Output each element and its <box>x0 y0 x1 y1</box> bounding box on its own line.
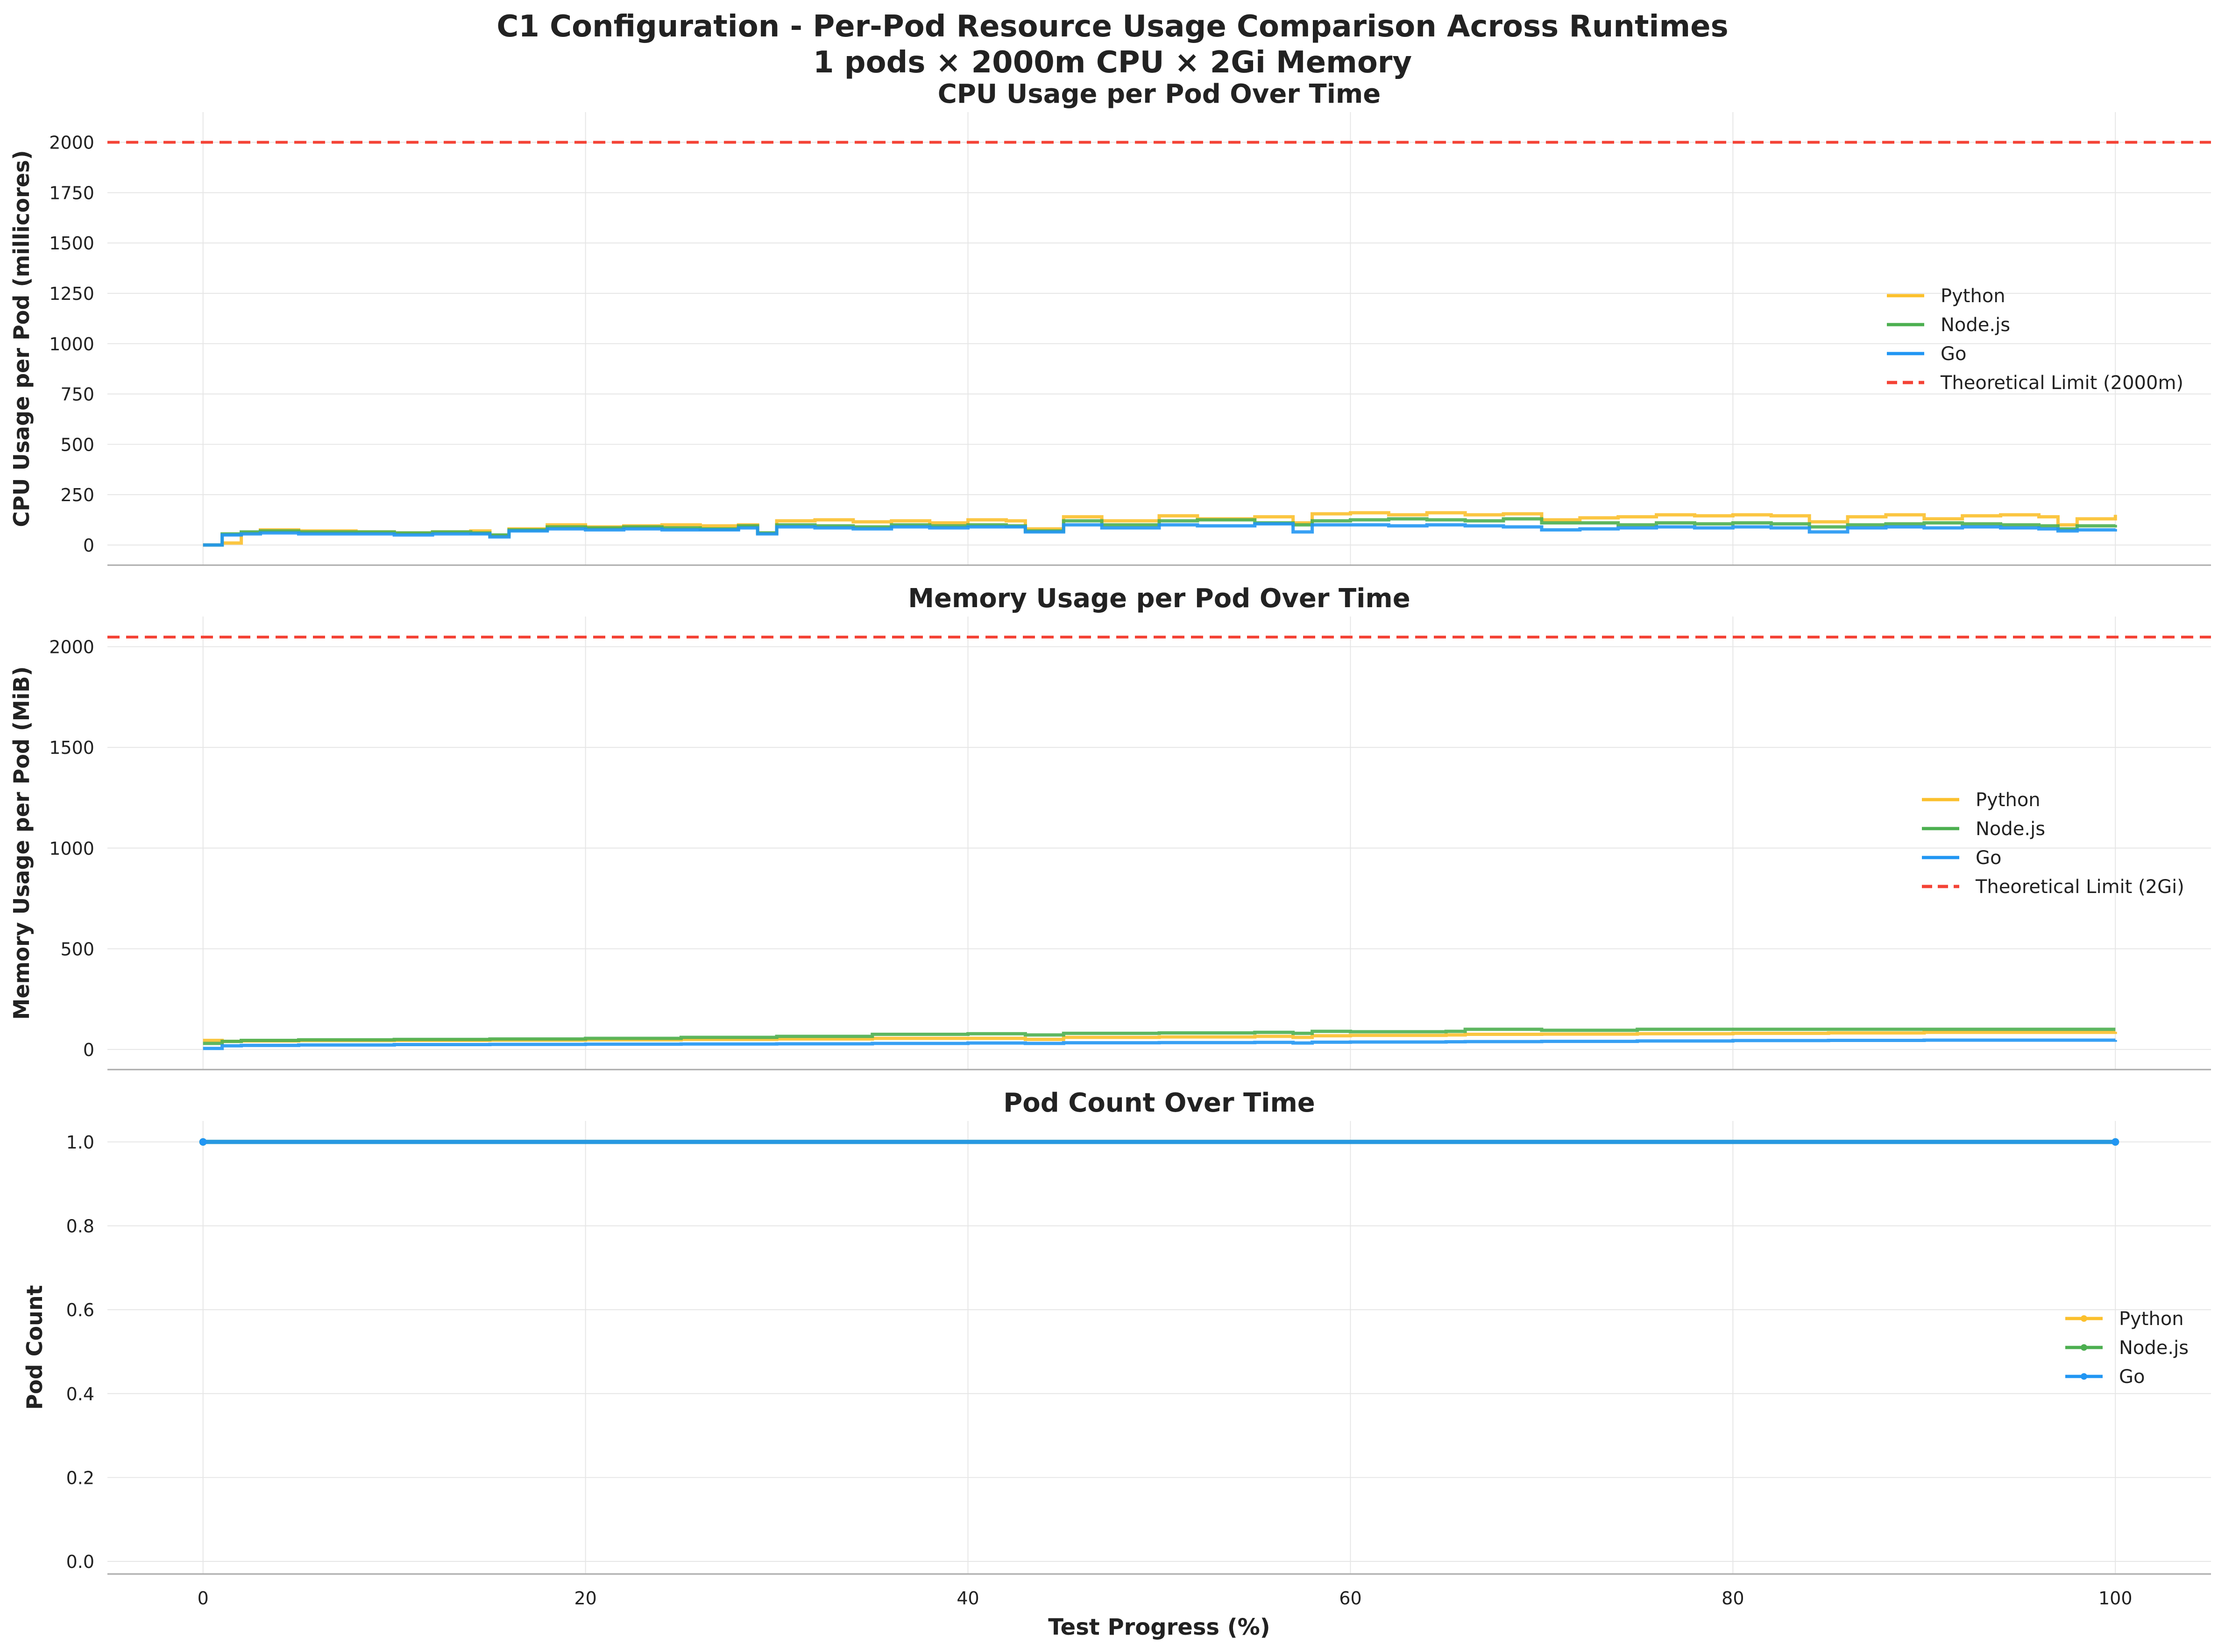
pods-y-tick-label: 0.8 <box>66 1216 94 1237</box>
memory-legend-label: Node.js <box>1976 818 2045 840</box>
pods-x-tick-label: 40 <box>957 1588 979 1609</box>
cpu-y-tick-label: 1000 <box>49 334 94 355</box>
pods-legend-marker <box>2081 1344 2087 1351</box>
cpu-legend-label: Theoretical Limit (2000m) <box>1940 372 2183 394</box>
memory-chart-title: Memory Usage per Pod Over Time <box>908 583 1410 614</box>
memory-y-tick-label: 500 <box>60 939 94 959</box>
pods-chart-title: Pod Count Over Time <box>1003 1088 1315 1118</box>
cpu-chart-title: CPU Usage per Pod Over Time <box>938 79 1381 109</box>
cpu-y-tick-label: 0 <box>83 535 94 556</box>
memory-y-tick-label: 0 <box>83 1040 94 1060</box>
cpu-y-tick-label: 1500 <box>49 233 94 254</box>
memory-legend-label: Go <box>1976 847 2001 869</box>
memory-y-axis-label: Memory Usage per Pod (MiB) <box>9 666 34 1020</box>
chart-panels: CPU Usage per Pod Over Time 0 250 500 750 100… <box>9 79 2211 1609</box>
memory-series-nodejs-line <box>203 1028 2116 1045</box>
pods-legend-label: Python <box>2119 1308 2184 1330</box>
cpu-y-tick-label: 1250 <box>49 284 94 304</box>
cpu-series-go-line <box>203 522 2117 547</box>
pods-legend-marker <box>2081 1373 2087 1380</box>
cpu-y-tick-label: 2000 <box>49 133 94 153</box>
cpu-legend-label: Python <box>1941 285 2005 307</box>
pods-legend-label: Node.js <box>2119 1337 2189 1359</box>
x-axis-label: Test Progress (%) <box>1048 1614 1270 1640</box>
cpu-legend: Python Node.js Go Theoretical Limit (2000m) <box>1887 285 2183 394</box>
pods-legend: Python Node.js Go <box>2065 1308 2189 1388</box>
pods-series-go-point <box>199 1138 207 1146</box>
pods-series-go-point <box>2112 1138 2119 1146</box>
pods-x-tick-label: 0 <box>198 1588 209 1609</box>
cpu-y-tick-label: 500 <box>60 434 94 455</box>
cpu-y-tick-label: 250 <box>60 485 94 505</box>
pods-y-tick-label: 0.2 <box>66 1468 94 1488</box>
pods-x-tick-label: 60 <box>1339 1588 1361 1609</box>
memory-y-tick-label: 1500 <box>49 737 94 758</box>
pods-y-axis-label: Pod Count <box>22 1285 47 1410</box>
pods-chart: Pod Count Over Time 0.0 0.2 0.4 0.6 0.8 1.0 0 20… <box>22 1088 2211 1609</box>
cpu-y-axis-label: CPU Usage per Pod (millicores) <box>9 150 34 527</box>
pods-x-tick-label: 20 <box>574 1588 596 1609</box>
cpu-legend-label: Node.js <box>1941 314 2010 336</box>
cpu-y-tick-label: 1750 <box>49 183 94 203</box>
pods-x-tick-label: 80 <box>1722 1588 1744 1609</box>
cpu-legend-label: Go <box>1941 343 1966 365</box>
pods-y-tick-label: 0.6 <box>66 1300 94 1320</box>
memory-y-tick-label: 2000 <box>49 637 94 658</box>
cpu-y-tick-label: 750 <box>60 384 94 405</box>
memory-y-tick-label: 1000 <box>49 838 94 859</box>
cpu-chart: CPU Usage per Pod Over Time 0 250 500 750 100… <box>9 79 2211 566</box>
pods-y-tick-label: 1.0 <box>66 1132 94 1153</box>
memory-series-go-line <box>203 1038 2117 1050</box>
pods-legend-label: Go <box>2119 1366 2145 1388</box>
memory-legend-label: Python <box>1976 789 2041 811</box>
pods-x-tick-label: 100 <box>2098 1588 2133 1609</box>
figure-title-line-1: C1 Configuration - Per-Pod Resource Usag… <box>496 9 1728 44</box>
figure-title-line-2: 1 pods × 2000m CPU × 2Gi Memory <box>813 45 1412 80</box>
memory-legend: Python Node.js Go Theoretical Limit (2Gi) <box>1922 789 2184 898</box>
memory-legend-label: Theoretical Limit (2Gi) <box>1975 876 2184 898</box>
pods-y-tick-label: 0.0 <box>66 1552 94 1572</box>
memory-chart: Memory Usage per Pod Over Time 0 500 1000 15… <box>9 583 2211 1071</box>
pods-y-tick-label: 0.4 <box>66 1384 94 1404</box>
pods-legend-marker <box>2081 1315 2087 1322</box>
